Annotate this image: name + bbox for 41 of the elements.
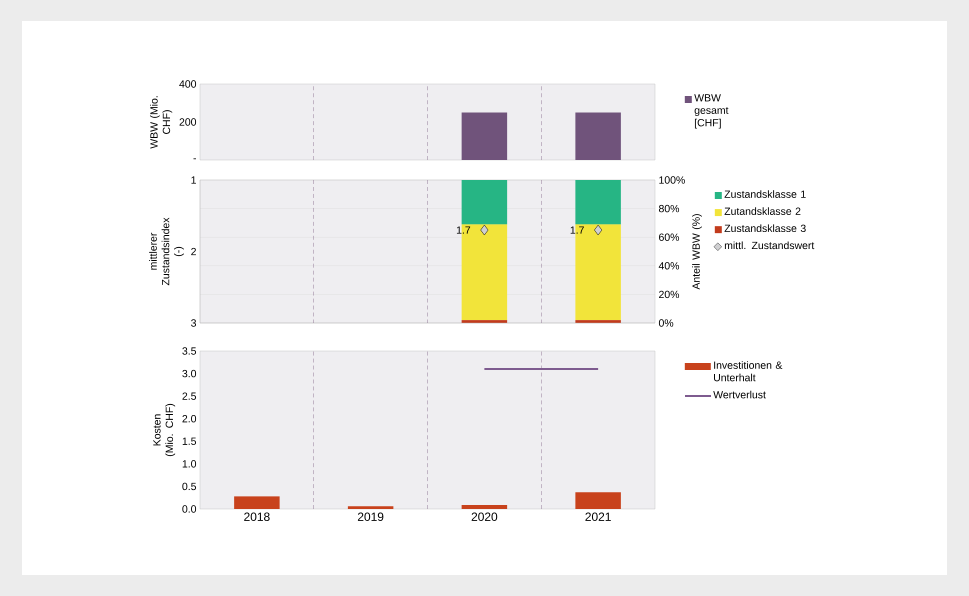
y2-tick-label: 0% xyxy=(658,319,674,327)
y-tick-label: 2 xyxy=(191,248,196,256)
y-tick-label: - xyxy=(193,158,196,160)
y-tick-label: 0.0 xyxy=(182,505,196,513)
y-tick-label: 1.0 xyxy=(182,460,196,468)
bar xyxy=(575,492,621,509)
legend-label: Investitionen & Unterhalt xyxy=(714,361,782,382)
y2-axis-title: Anteil WBW (%) xyxy=(692,214,702,290)
y2-tick-label: 40% xyxy=(658,262,680,270)
legend-label: mittl. Zustandswert xyxy=(724,241,814,250)
y-tick-label: 1 xyxy=(191,176,196,184)
y2-tick-label: 20% xyxy=(659,290,680,298)
bar xyxy=(234,496,280,509)
y-tick-label: 200 xyxy=(180,118,196,126)
x-tick-label: 2019 xyxy=(358,512,384,521)
y-tick-label: 400 xyxy=(179,80,196,88)
bar xyxy=(575,180,621,224)
legend-label: Wertverlust xyxy=(713,390,766,398)
x-tick-label: 2020 xyxy=(472,512,498,521)
y2-tick-label: 100% xyxy=(659,176,685,184)
legend-label: Zustandsklasse 3 xyxy=(724,224,806,232)
y-tick-label: 0.5 xyxy=(182,482,196,490)
y-tick-label: 2.0 xyxy=(182,415,196,422)
y2-tick-label: 60% xyxy=(659,234,680,241)
legend-label: WBW gesamt [CHF] xyxy=(694,94,728,128)
y-tick-label: 1.5 xyxy=(182,438,196,445)
y-tick-label: 2.5 xyxy=(182,392,196,400)
y-axis-title: Kosten (Mio. CHF) xyxy=(153,404,176,456)
y-axis-title: WBW (Mio. CHF) xyxy=(150,96,172,149)
y-axis-title: mittlerer Zustandsindex (-) xyxy=(149,218,184,286)
y-tick-label: 3 xyxy=(191,319,196,327)
x-tick-label: 2021 xyxy=(585,512,611,521)
legend-label: Zutandsklasse 2 xyxy=(724,207,800,215)
bar xyxy=(462,504,508,509)
x-tick-label: 2018 xyxy=(244,512,270,521)
y-tick-label: 3.5 xyxy=(182,347,196,355)
bar xyxy=(348,506,394,509)
y-tick-label: 3.0 xyxy=(182,370,196,378)
legend-label: Zustandsklasse 1 xyxy=(724,190,806,198)
y2-tick-label: 80% xyxy=(658,204,680,212)
bar xyxy=(462,180,508,224)
